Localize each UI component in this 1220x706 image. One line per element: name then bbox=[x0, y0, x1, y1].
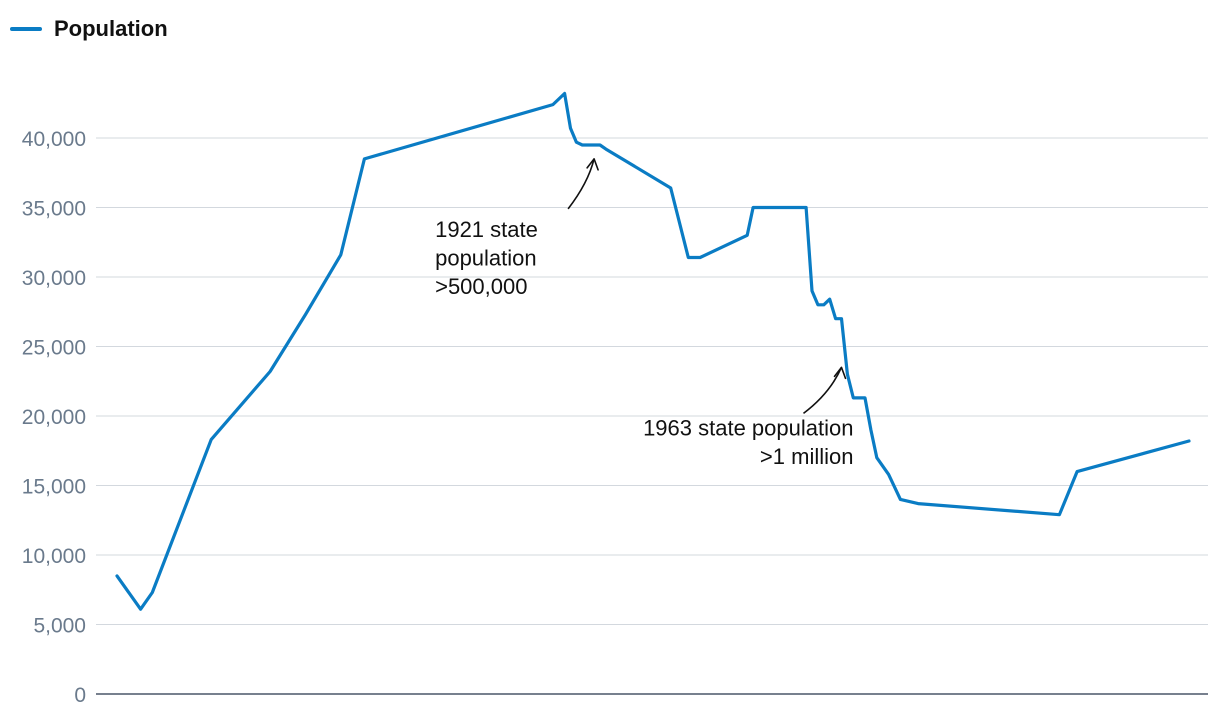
annotation-text-line: >1 million bbox=[760, 444, 854, 469]
annotation-text-line: >500,000 bbox=[435, 274, 527, 299]
y-tick-label: 5,000 bbox=[33, 615, 86, 638]
legend-label: Population bbox=[54, 16, 168, 41]
annotation-text-line: 1963 state population bbox=[643, 415, 853, 440]
y-tick-label: 30,000 bbox=[22, 267, 86, 290]
legend-swatch bbox=[10, 27, 42, 31]
annotation-arrow bbox=[567, 158, 595, 210]
annotation-arrowhead bbox=[586, 158, 599, 171]
annotation-arrowhead bbox=[833, 366, 847, 380]
y-axis-tick-labels: 0 5,000 10,000 15,000 20,000 25,000 30,000 35,0… bbox=[22, 128, 86, 706]
annotation-text-line: 1921 state bbox=[435, 217, 538, 242]
annotation-text-line: population bbox=[435, 245, 537, 270]
annotations: 1921 state population >500,000 1963 state p… bbox=[435, 158, 854, 469]
y-tick-label: 35,000 bbox=[22, 198, 86, 221]
annotation-2: 1963 state population >1 million bbox=[643, 366, 854, 469]
legend: Population bbox=[10, 16, 168, 42]
y-tick-label: 25,000 bbox=[22, 337, 86, 360]
series-lines bbox=[115, 91, 1191, 611]
annotation-1: 1921 state population >500,000 bbox=[435, 158, 599, 299]
y-tick-label: 10,000 bbox=[22, 545, 86, 568]
annotation-arrow bbox=[803, 367, 843, 414]
gridlines bbox=[96, 137, 1208, 695]
series-line-population bbox=[115, 91, 1191, 611]
y-tick-label: 0 bbox=[74, 684, 86, 706]
y-tick-label: 15,000 bbox=[22, 476, 86, 499]
y-tick-label: 40,000 bbox=[22, 128, 86, 151]
y-tick-label: 20,000 bbox=[22, 406, 86, 429]
